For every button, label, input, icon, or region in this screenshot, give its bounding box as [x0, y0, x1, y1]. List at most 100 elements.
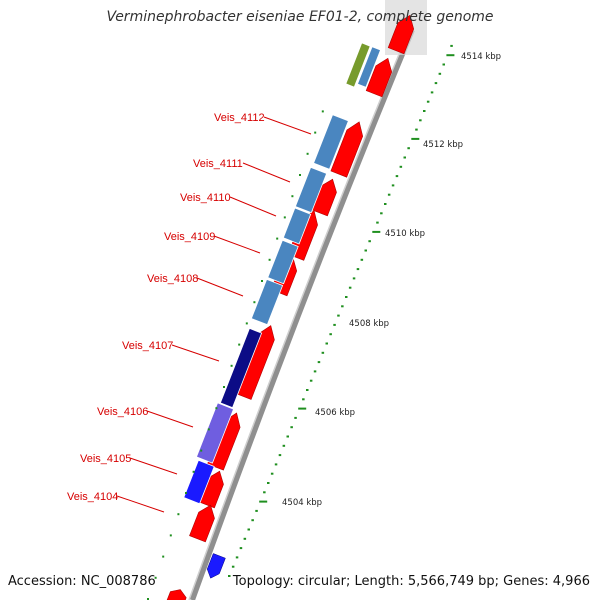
scale-label: 4510 kbp: [385, 229, 425, 239]
inner-dot-tick: [238, 343, 241, 346]
inner-dot-tick: [261, 280, 263, 282]
gene-label: Veis_4111: [193, 158, 243, 170]
scale-minor-tick: [407, 147, 410, 150]
inner-dot-tick: [268, 258, 271, 261]
scale-minor-tick: [274, 463, 278, 466]
scale-minor-tick: [329, 333, 332, 336]
gene-leader-line: [196, 277, 244, 297]
reverse-gene-arrow: [206, 553, 226, 579]
scale-minor-tick: [290, 426, 293, 429]
forward-gene-arrow: [387, 14, 415, 55]
scale-minor-tick: [267, 482, 270, 484]
genome-backbone-highlight: [188, 29, 410, 600]
gene-leader-line: [129, 457, 178, 475]
inner-dot-tick: [321, 110, 324, 113]
gene-label: Veis_4104: [67, 491, 118, 503]
inner-dot-tick: [215, 407, 218, 410]
gene-block-veis-4111: [294, 166, 328, 214]
scale-minor-tick: [368, 240, 371, 243]
gene-label: Veis_4107: [122, 340, 173, 352]
inner-dot-tick: [245, 322, 248, 325]
gene-leader-line: [263, 116, 312, 135]
gene-leader-line: [171, 344, 220, 362]
gene-leader-line: [116, 495, 165, 513]
scale-minor-tick: [419, 119, 422, 122]
scale-minor-tick: [399, 165, 403, 168]
scale-major-tick: [259, 500, 268, 503]
gene-leader-line: [213, 235, 261, 254]
gene-leader-line: [242, 162, 291, 183]
scale-minor-tick: [317, 361, 321, 364]
scale-label: 4512 kbp: [423, 140, 463, 150]
scale-minor-tick: [270, 472, 274, 475]
gene-block-veis-4112: [313, 114, 349, 170]
forward-gene-arrow: [189, 504, 215, 543]
gene-label: Veis_4110: [180, 192, 231, 204]
scale-label: 4508 kbp: [349, 319, 389, 329]
gene-label: Veis_4108: [147, 273, 198, 285]
gene-block-veis-4107: [219, 327, 263, 409]
scale-minor-tick: [325, 342, 328, 345]
inner-dot-tick: [291, 195, 294, 198]
scale-major-tick: [298, 407, 307, 410]
genome-title: Verminephrobacter eiseniae EF01-2, compl…: [106, 9, 494, 25]
accession-text: Accession: NC_008786: [8, 574, 156, 589]
inner-dot-tick: [207, 428, 210, 431]
scale-minor-tick: [337, 314, 340, 317]
scale-minor-tick: [278, 454, 282, 457]
scale-minor-tick: [423, 110, 426, 112]
scale-minor-tick: [239, 547, 243, 550]
scale-minor-tick: [442, 63, 445, 66]
scale-major-tick: [446, 54, 455, 57]
inner-dot-tick: [283, 216, 286, 219]
scale-minor-tick: [263, 491, 266, 494]
forward-gene-arrow: [365, 57, 393, 98]
scale-minor-tick: [235, 556, 239, 559]
gene-block-veis-4108: [250, 278, 284, 326]
inner-dot-tick: [230, 364, 233, 367]
topology-text: Topology: circular; Length: 5,566,749 bp…: [232, 574, 590, 589]
scale-label: 4506 kbp: [315, 408, 355, 418]
scale-minor-tick: [243, 537, 247, 540]
scale-minor-tick: [376, 221, 379, 224]
inner-dot-tick: [276, 237, 279, 240]
scale-minor-tick: [306, 389, 309, 391]
inner-dot-tick: [306, 152, 309, 155]
gene-block-veis-4109: [267, 239, 299, 285]
scale-minor-tick: [430, 91, 434, 94]
scale-minor-tick: [345, 296, 348, 298]
inner-dot-tick: [192, 470, 195, 473]
scale-minor-tick: [282, 444, 286, 447]
scale-label: 4514 kbp: [461, 52, 501, 62]
forward-gene-arrow: [330, 121, 364, 178]
scale-label: 4504 kbp: [282, 498, 322, 508]
scale-minor-tick: [403, 156, 406, 159]
inner-dot-tick: [177, 513, 180, 516]
scale-minor-tick: [286, 435, 289, 438]
scale-minor-tick: [341, 305, 344, 308]
gene-block-steelblue: [356, 46, 382, 88]
scale-minor-tick: [231, 565, 235, 568]
gene-label: Veis_4109: [164, 231, 215, 243]
gene-block-veis-4110: [282, 207, 312, 245]
scale-minor-tick: [356, 268, 360, 271]
scale-minor-tick: [313, 370, 317, 373]
inner-dot-tick: [223, 386, 225, 388]
scale-minor-tick: [415, 128, 418, 131]
inner-dot-tick: [162, 555, 165, 558]
scale-major-tick: [411, 137, 420, 140]
scale-minor-tick: [438, 72, 442, 75]
forward-gene-arrow: [166, 589, 187, 600]
scale-minor-tick: [360, 258, 364, 261]
scale-minor-tick: [302, 398, 305, 401]
scale-minor-tick: [391, 184, 395, 187]
scale-minor-tick: [333, 323, 336, 326]
scale-minor-tick: [321, 351, 325, 354]
scale-minor-tick: [247, 528, 250, 531]
scale-minor-tick: [387, 193, 391, 196]
gene-label: Veis_4112: [214, 112, 265, 124]
scale-minor-tick: [380, 212, 383, 215]
scale-minor-tick: [251, 519, 254, 522]
